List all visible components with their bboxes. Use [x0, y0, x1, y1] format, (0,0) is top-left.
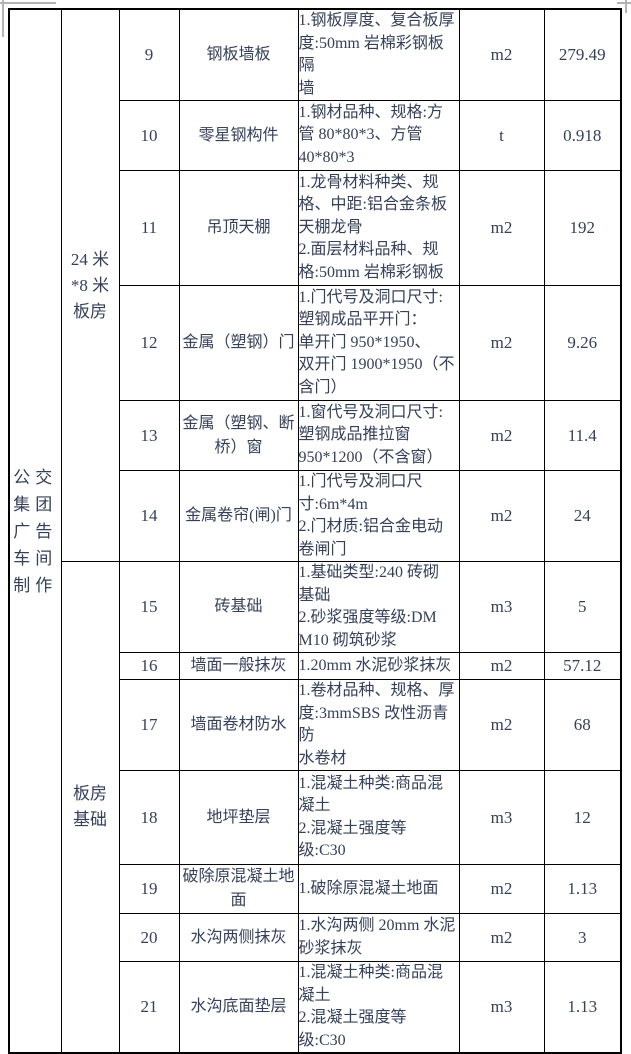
serial-cell: 11	[118, 170, 180, 286]
table-row: 11 吊顶天棚 1.龙骨材料种类、规 格、中距:铝合金条板 天棚龙骨 2.面层材…	[9, 170, 622, 286]
serial-cell: 16	[118, 652, 180, 680]
item-name-cell: 金属卷帘(闸)门	[178, 470, 299, 562]
quantity-cell: 0.918	[543, 100, 622, 171]
unit-cell: t	[458, 100, 545, 171]
description-cell: 1.破除原混凝土地面	[297, 864, 460, 914]
item-name-cell: 零星钢构件	[178, 100, 299, 171]
unit-cell: m3	[458, 561, 545, 653]
bill-of-quantities-table: 公交 集团 广告 车间 制作 24 米 *8 米 板房 9 钢板墙板 1.钢板厚…	[8, 8, 622, 1054]
item-name-cell: 墙面一般抹灰	[178, 652, 299, 680]
section-name-cell: 板房 基础	[60, 561, 120, 1054]
item-name-cell: 金属（塑钢）门	[178, 285, 299, 401]
item-name-cell: 钢板墙板	[178, 8, 299, 101]
description-cell: 1.混凝土种类:商品混 凝土 2.混凝土强度等 级:C30	[297, 770, 460, 865]
quantity-cell: 3	[543, 913, 622, 962]
table-row: 10 零星钢构件 1.钢材品种、规格:方 管 80*80*3、方管 40*80*…	[9, 100, 622, 171]
serial-cell: 15	[118, 561, 180, 653]
quantity-cell: 11.4	[543, 400, 622, 471]
unit-cell: m2	[458, 864, 545, 914]
serial-cell: 17	[118, 679, 180, 771]
unit-cell: m2	[458, 679, 545, 771]
project-name-cell: 公交 集团 广告 车间 制作	[8, 8, 62, 1054]
unit-cell: m2	[458, 8, 545, 101]
table-row: 12 金属（塑钢）门 1.门代号及洞口尺寸: 塑钢成品平开门： 单开门 950*…	[9, 285, 622, 401]
description-cell: 1.20mm 水泥砂浆抹灰	[297, 652, 460, 680]
quantity-cell: 24	[543, 470, 622, 562]
quantity-cell: 68	[543, 679, 622, 771]
table-row: 20 水沟两侧抹灰 1.水沟两侧 20mm 水泥 砂浆抹灰 m2 3	[9, 913, 622, 962]
item-name-cell: 砖基础	[178, 561, 299, 653]
item-name-cell: 破除原混凝土地 面	[178, 864, 299, 914]
unit-cell: m3	[458, 770, 545, 865]
unit-cell: m2	[458, 285, 545, 401]
quantity-cell: 9.26	[543, 285, 622, 401]
unit-cell: m2	[458, 913, 545, 962]
quantity-cell: 57.12	[543, 652, 622, 680]
description-cell: 1.卷材品种、规格、厚 度:3mmSBS 改性沥青防 水卷材	[297, 679, 460, 771]
serial-cell: 14	[118, 470, 180, 562]
document-sheet: 公交 集团 广告 车间 制作 24 米 *8 米 板房 9 钢板墙板 1.钢板厚…	[8, 8, 622, 1054]
description-cell: 1.门代号及洞口尺 寸:6m*4m 2.门材质:铝合金电动 卷闸门	[297, 470, 460, 562]
quantity-cell: 1.13	[543, 864, 622, 914]
table-row: 公交 集团 广告 车间 制作 24 米 *8 米 板房 9 钢板墙板 1.钢板厚…	[8, 8, 622, 1054]
table-row: 16 墙面一般抹灰 1.20mm 水泥砂浆抹灰 m2 57.12	[9, 652, 622, 680]
table-row: 板房 基础 15 砖基础 1.基础类型:240 砖砌 基础 2.砂浆强度等级:D…	[9, 561, 622, 1054]
item-name-cell: 吊顶天棚	[178, 170, 299, 286]
crop-mark-top-left-vertical	[2, 0, 4, 37]
serial-cell: 13	[118, 400, 180, 471]
serial-cell: 20	[118, 913, 180, 962]
crop-mark-top-left-horizontal	[0, 2, 56, 4]
description-cell: 1.混凝土种类:商品混 凝土 2.混凝土强度等 级:C30	[297, 961, 460, 1054]
quantity-cell: 5	[543, 561, 622, 653]
item-name-cell: 水沟底面垫层	[178, 961, 299, 1054]
serial-cell: 19	[118, 864, 180, 914]
crop-mark-top-right-vertical	[625, 0, 627, 13]
description-cell: 1.钢板厚度、复合板厚 度:50mm 岩棉彩钢板隔 墙	[297, 8, 460, 101]
serial-cell: 10	[118, 100, 180, 171]
quantity-cell: 279.49	[543, 8, 622, 101]
description-cell: 1.窗代号及洞口尺寸: 塑钢成品推拉窗 950*1200（不含窗）	[297, 400, 460, 471]
unit-cell: m2	[458, 470, 545, 562]
crop-mark-top-right-horizontal	[617, 2, 631, 4]
serial-cell: 12	[118, 285, 180, 401]
description-cell: 1.基础类型:240 砖砌 基础 2.砂浆强度等级:DM M10 砌筑砂浆	[297, 561, 460, 653]
item-name-cell: 水沟两侧抹灰	[178, 913, 299, 962]
table-row: 17 墙面卷材防水 1.卷材品种、规格、厚 度:3mmSBS 改性沥青防 水卷材…	[9, 679, 622, 771]
unit-cell: m2	[458, 400, 545, 471]
item-name-cell: 金属（塑钢、断 桥）窗	[178, 400, 299, 471]
description-cell: 1.钢材品种、规格:方 管 80*80*3、方管 40*80*3	[297, 100, 460, 171]
unit-cell: m2	[458, 170, 545, 286]
quantity-cell: 1.13	[543, 961, 622, 1054]
item-name-cell: 地坪垫层	[178, 770, 299, 865]
quantity-cell: 192	[543, 170, 622, 286]
section-name-cell: 24 米 *8 米 板房	[60, 8, 120, 562]
unit-cell: m2	[458, 652, 545, 680]
serial-cell: 9	[118, 8, 180, 101]
table-row: 19 破除原混凝土地 面 1.破除原混凝土地面 m2 1.13	[9, 864, 622, 914]
serial-cell: 18	[118, 770, 180, 865]
quantity-cell: 12	[543, 770, 622, 865]
table-row: 14 金属卷帘(闸)门 1.门代号及洞口尺 寸:6m*4m 2.门材质:铝合金电…	[9, 470, 622, 562]
serial-cell: 21	[118, 961, 180, 1054]
description-cell: 1.门代号及洞口尺寸: 塑钢成品平开门： 单开门 950*1950、 双开门 1…	[297, 285, 460, 401]
table-row: 18 地坪垫层 1.混凝土种类:商品混 凝土 2.混凝土强度等 级:C30 m3…	[9, 770, 622, 865]
description-cell: 1.水沟两侧 20mm 水泥 砂浆抹灰	[297, 913, 460, 962]
description-cell: 1.龙骨材料种类、规 格、中距:铝合金条板 天棚龙骨 2.面层材料品种、规 格:…	[297, 170, 460, 286]
unit-cell: m3	[458, 961, 545, 1054]
item-name-cell: 墙面卷材防水	[178, 679, 299, 771]
